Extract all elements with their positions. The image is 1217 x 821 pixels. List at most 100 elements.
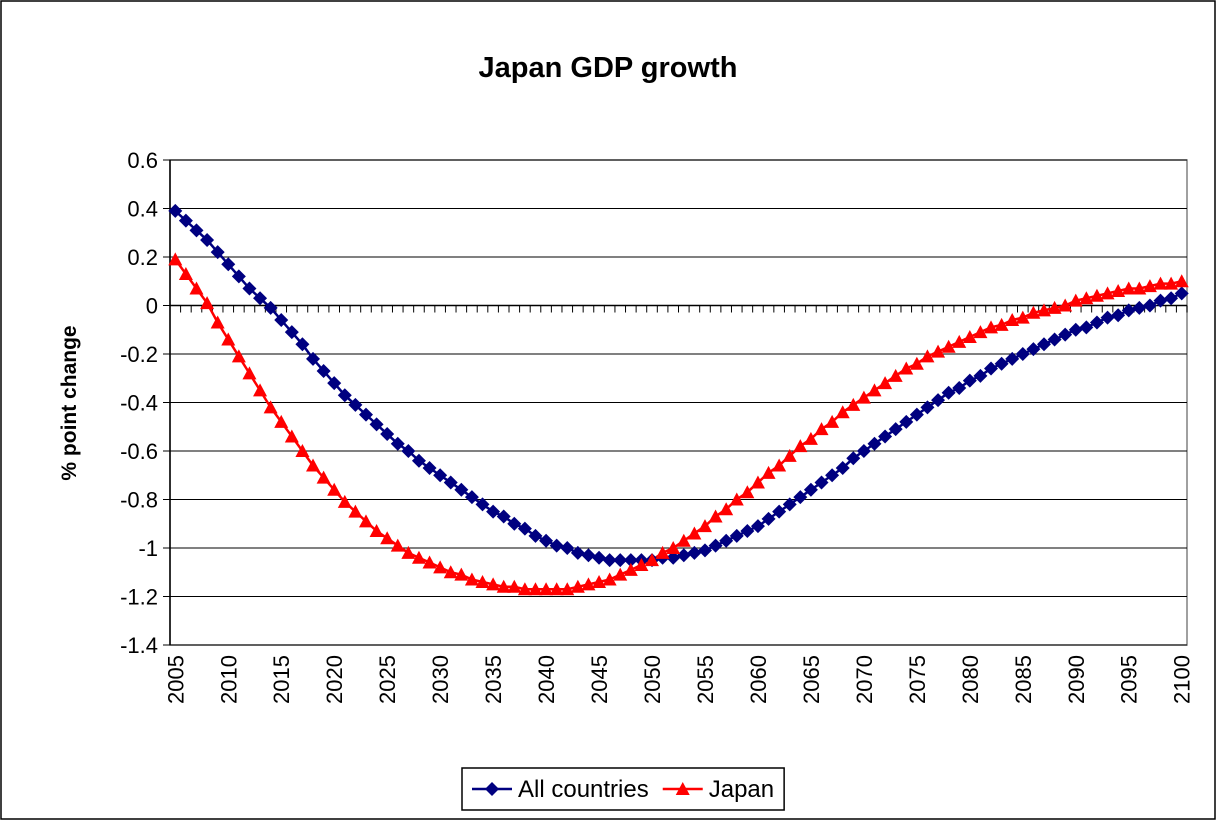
data-point (464, 572, 479, 586)
data-point (1047, 300, 1062, 314)
data-point (231, 269, 246, 284)
data-point (835, 405, 850, 419)
data-point (358, 514, 373, 528)
data-point (443, 565, 458, 579)
data-point (369, 524, 384, 538)
x-tick-label: 2100 (1170, 655, 1195, 704)
x-tick-label: 2045 (587, 655, 612, 704)
legend-marker (485, 782, 499, 796)
data-point (1111, 283, 1126, 297)
data-point (592, 574, 607, 588)
data-point (623, 553, 638, 568)
data-point (1121, 281, 1136, 295)
y-tick-label: 0 (146, 294, 158, 319)
data-point (994, 356, 1009, 371)
data-point (337, 388, 352, 403)
data-point (1121, 303, 1136, 318)
data-point (1089, 315, 1104, 330)
data-point (464, 490, 479, 505)
x-tick-label: 2035 (481, 655, 506, 704)
x-tick-label: 2080 (958, 655, 983, 704)
data-point (433, 468, 448, 483)
data-point (1079, 320, 1094, 335)
data-point (846, 397, 861, 411)
data-point (411, 453, 426, 468)
chart-title: Japan GDP growth (479, 52, 738, 84)
data-point (422, 460, 437, 475)
y-tick-label: -0.2 (120, 342, 158, 367)
y-tick-label: -0.8 (120, 488, 158, 513)
data-point (295, 444, 310, 457)
y-tick-label: -1.4 (120, 633, 158, 658)
data-point (803, 482, 818, 497)
data-point (496, 579, 511, 593)
data-point (920, 349, 935, 363)
x-tick-label: 2025 (375, 655, 400, 704)
data-point (274, 313, 289, 328)
data-point (634, 557, 649, 571)
data-point (687, 545, 702, 560)
data-point (1015, 347, 1030, 361)
data-point (1142, 279, 1157, 293)
data-point (1026, 305, 1041, 319)
data-point (1058, 298, 1073, 312)
data-point (899, 414, 914, 429)
data-point (878, 376, 893, 390)
data-point (1079, 291, 1094, 305)
data-point (592, 550, 607, 565)
data-point (666, 550, 681, 565)
data-point (1068, 322, 1083, 337)
data-point (1153, 276, 1168, 290)
data-point (178, 213, 193, 228)
y-axis-label: % point change (58, 325, 81, 480)
data-point (697, 543, 712, 558)
data-point (549, 582, 564, 596)
data-point (1164, 276, 1179, 290)
data-point (962, 373, 977, 388)
x-tick-label: 2030 (428, 655, 453, 704)
data-point (962, 330, 977, 344)
data-point (517, 521, 532, 536)
data-point (549, 538, 564, 553)
data-point (358, 407, 373, 422)
data-point (581, 577, 596, 591)
data-point (803, 431, 818, 445)
data-point (507, 516, 522, 531)
data-point (1026, 342, 1041, 357)
data-point (316, 470, 331, 484)
data-point (496, 509, 511, 524)
data-point (528, 582, 543, 596)
data-point (1132, 300, 1147, 315)
data-point (1153, 293, 1168, 308)
legend-marker (675, 782, 690, 795)
data-point (1142, 298, 1157, 313)
data-point (973, 325, 988, 339)
y-tick-label: 0.2 (127, 245, 158, 270)
data-point (782, 448, 797, 462)
data-point (284, 429, 299, 443)
data-point (1005, 313, 1020, 327)
data-point (284, 325, 299, 340)
data-point (666, 541, 681, 554)
data-point (390, 538, 405, 552)
x-tick-label: 2090 (1064, 655, 1089, 704)
data-point (750, 519, 765, 534)
y-tick-label: -0.6 (120, 439, 158, 464)
x-tick-label: 2055 (693, 655, 718, 704)
data-point (327, 482, 342, 496)
data-point (761, 511, 776, 526)
data-point (856, 390, 871, 404)
data-point (708, 538, 723, 553)
data-point (443, 475, 458, 490)
data-point (263, 300, 278, 315)
data-point (1005, 351, 1020, 366)
data-point (984, 361, 999, 376)
data-point (909, 356, 924, 370)
data-point (401, 545, 416, 559)
x-tick-label: 2075 (905, 655, 930, 704)
data-point (189, 223, 204, 238)
data-point (1058, 327, 1073, 342)
y-tick-label: -1 (138, 536, 158, 561)
x-tick-label: 2020 (322, 655, 347, 704)
data-point (390, 436, 405, 451)
